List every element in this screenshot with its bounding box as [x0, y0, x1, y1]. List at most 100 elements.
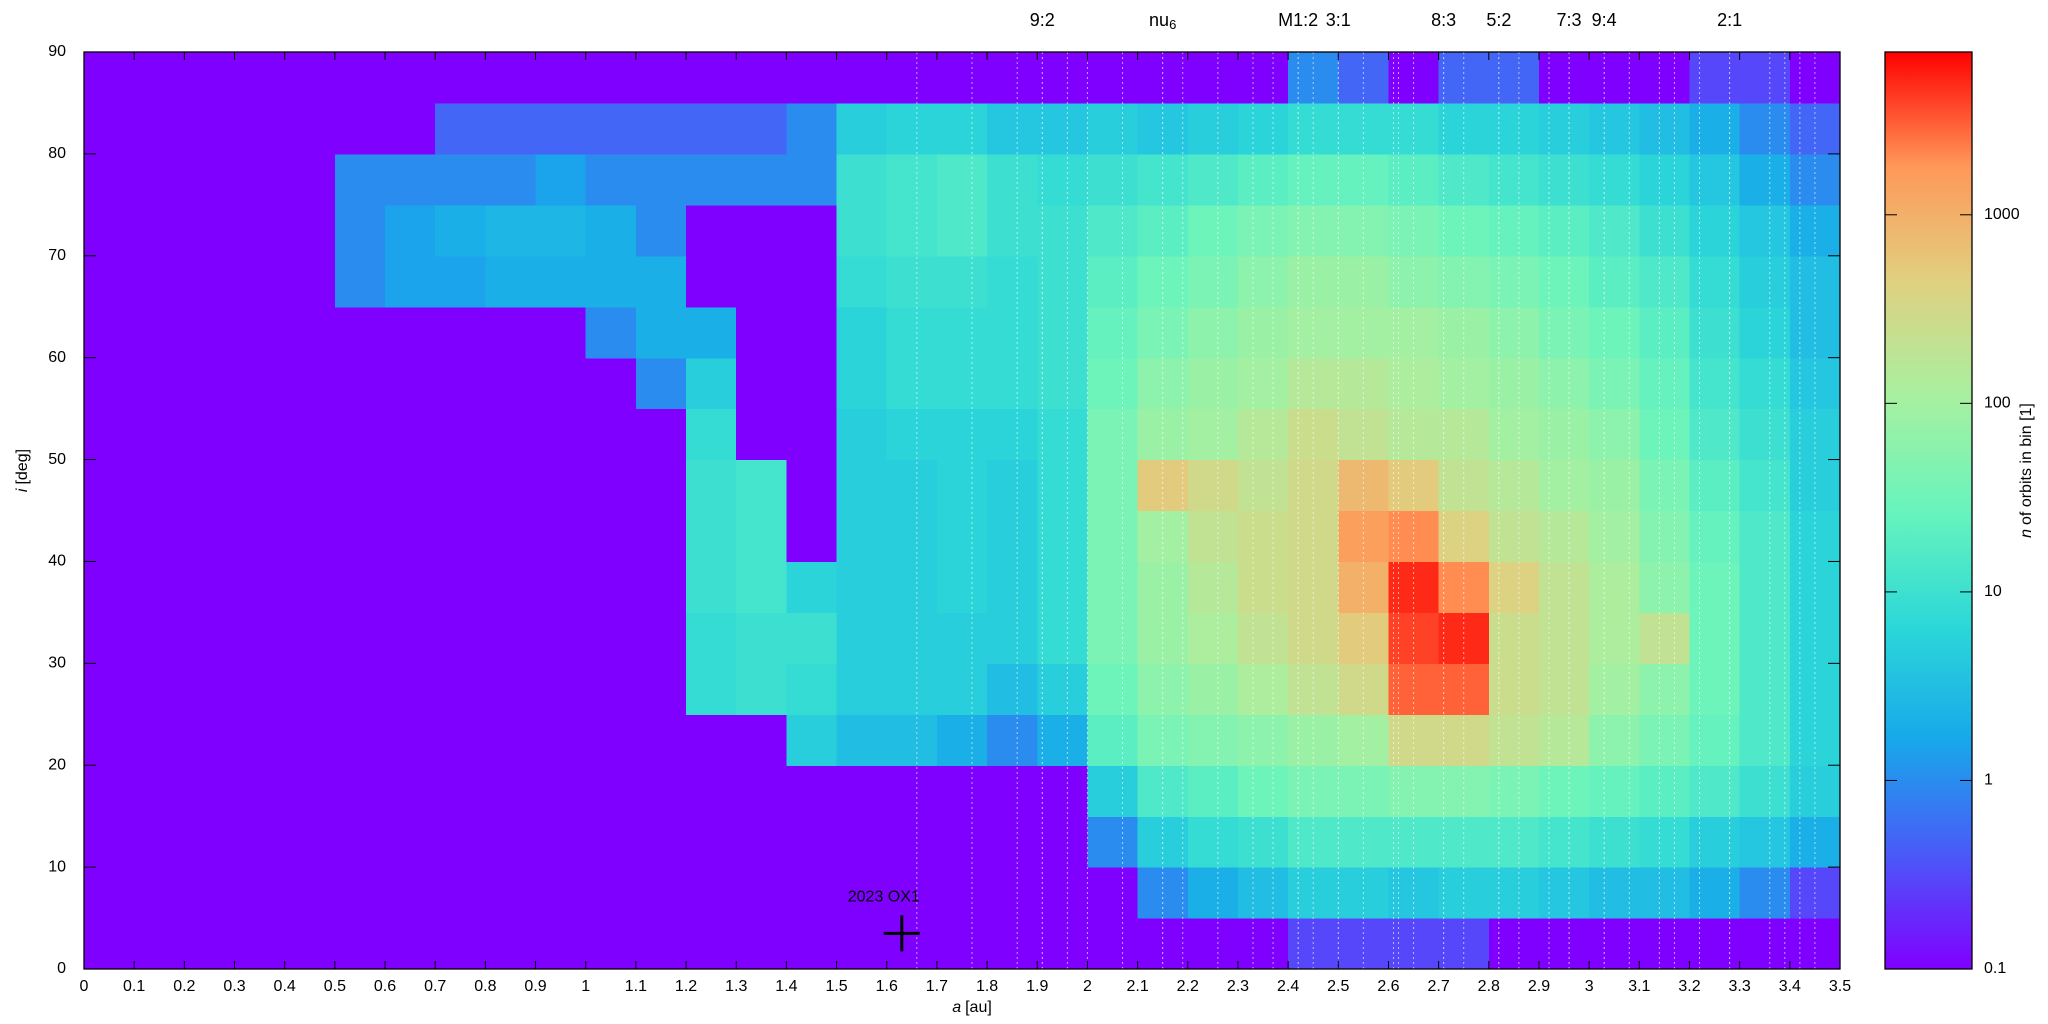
heatmap-cell [1237, 102, 1289, 155]
heatmap-cell [1689, 459, 1741, 512]
heatmap-cell [435, 306, 486, 359]
heatmap-cell [1488, 408, 1540, 461]
heatmap-cell [1388, 663, 1440, 715]
heatmap-cell [1187, 918, 1239, 970]
heatmap-cell [334, 663, 386, 715]
heatmap-cell [1488, 765, 1540, 817]
heatmap-cell [385, 918, 436, 970]
heatmap-cell [284, 357, 336, 410]
heatmap-cell [184, 765, 236, 817]
heatmap-cell [1689, 408, 1741, 461]
heatmap-cell [886, 357, 938, 410]
heatmap-cell [987, 714, 1038, 766]
resonance-label: nu6 [1149, 10, 1176, 33]
heatmap-cell [1789, 816, 1841, 868]
heatmap-cell [234, 357, 286, 410]
heatmap-cell [1488, 816, 1540, 868]
heatmap-cell [184, 306, 236, 359]
heatmap-cell [1087, 510, 1139, 563]
heatmap-cell [1187, 357, 1239, 410]
y-tick-label: 20 [48, 756, 66, 773]
heatmap-cell [836, 561, 888, 613]
heatmap-cell [1288, 663, 1339, 715]
heatmap-cell [1237, 408, 1289, 461]
heatmap-cell [1589, 765, 1640, 817]
heatmap-cell [1288, 816, 1339, 868]
heatmap-cell [886, 52, 938, 104]
x-tick-label: 0.1 [123, 978, 145, 995]
heatmap-cell [1639, 102, 1691, 155]
heatmap-cell [936, 102, 988, 155]
heatmap-cell [134, 816, 185, 868]
heatmap-cell [1037, 918, 1089, 970]
heatmap-cell [1388, 816, 1440, 868]
heatmap-cell [686, 459, 737, 512]
x-tick-label: 3.2 [1678, 978, 1700, 995]
heatmap-cell [736, 306, 787, 359]
heatmap-cell [1137, 816, 1189, 868]
heatmap-cell [585, 153, 637, 206]
heatmap-cell [886, 714, 938, 766]
heatmap-cell [1689, 765, 1741, 817]
heatmap-cell [1187, 765, 1239, 817]
heatmap-cell [485, 918, 537, 970]
x-tick-label: 0.2 [173, 978, 195, 995]
heatmap-cell [1639, 714, 1691, 766]
x-tick-label: 0 [80, 978, 89, 995]
heatmap-cell [585, 102, 637, 155]
heatmap-cell [485, 357, 537, 410]
heatmap-cell [1538, 357, 1590, 410]
heatmap-cell [1639, 408, 1691, 461]
heatmap-cell [1689, 867, 1741, 919]
heatmap-cell [234, 714, 286, 766]
heatmap-cell [635, 255, 687, 308]
heatmap-cell [987, 306, 1038, 359]
x-axis-unit: [au] [965, 999, 992, 1016]
heatmap-cell [84, 408, 135, 461]
colorbar-tick-label: 1000 [1984, 206, 2020, 223]
heatmap-cell [936, 663, 988, 715]
heatmap-cell [736, 918, 787, 970]
heatmap-cell [585, 867, 637, 919]
x-tick-label: 2.3 [1227, 978, 1249, 995]
heatmap-cell [736, 255, 787, 308]
heatmap-cell [134, 765, 185, 817]
heatmap-cell [585, 306, 637, 359]
heatmap-cell [836, 357, 888, 410]
colorbar-tick-label: 1 [1984, 772, 1993, 789]
heatmap-cell [284, 663, 336, 715]
heatmap-cell [987, 561, 1038, 613]
heatmap-cell [284, 459, 336, 512]
heatmap-cell [485, 102, 537, 155]
heatmap-cell [1488, 867, 1540, 919]
heatmap-cell [535, 255, 587, 308]
heatmap-cell [1739, 255, 1791, 308]
heatmap-cell [1689, 561, 1741, 613]
heatmap-cell [385, 306, 436, 359]
x-tick-label: 1.1 [625, 978, 647, 995]
heatmap-cell [435, 816, 486, 868]
heatmap-cell [284, 408, 336, 461]
heatmap-cell [134, 153, 185, 206]
heatmap-cell [987, 204, 1038, 257]
heatmap-cell [987, 52, 1038, 104]
heatmap-cell [334, 765, 386, 817]
heatmap-cell [1689, 255, 1741, 308]
heatmap-cell [1538, 867, 1590, 919]
heatmap-cell [134, 867, 185, 919]
heatmap-cell [585, 52, 637, 104]
x-tick-label: 2.8 [1478, 978, 1500, 995]
heatmap-cell [1037, 765, 1089, 817]
heatmap-cell [1087, 612, 1139, 664]
heatmap-cell [1037, 459, 1089, 512]
heatmap-cell [485, 510, 537, 563]
heatmap-cell [585, 612, 637, 664]
heatmap-cell [535, 153, 587, 206]
heatmap-cell [786, 561, 838, 613]
heatmap-cell [836, 612, 888, 664]
heatmap-cell [1639, 561, 1691, 613]
heatmap-cell [786, 612, 838, 664]
heatmap-cell [485, 459, 537, 512]
y-tick-label: 60 [48, 349, 66, 366]
